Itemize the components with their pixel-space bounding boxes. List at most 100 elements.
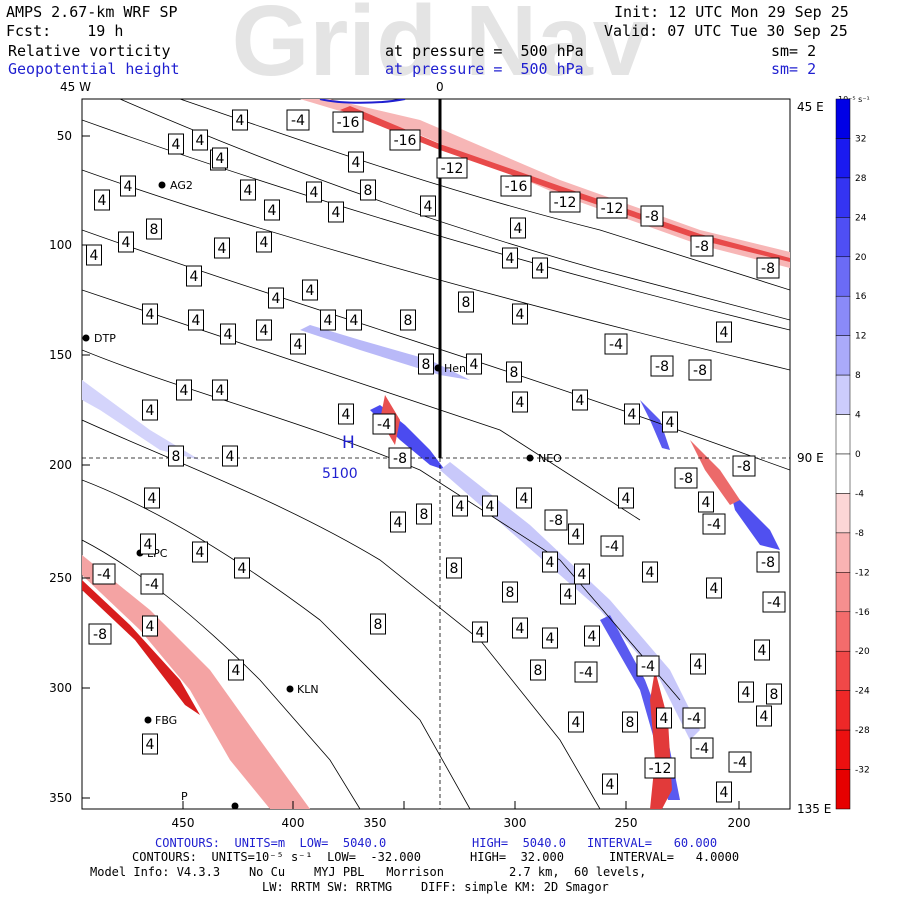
svg-text:4: 4 <box>606 777 615 793</box>
contour-value-label: 8 <box>146 218 162 240</box>
contour-value-label: 4 <box>306 181 322 203</box>
watermark: Grid Nav <box>232 0 649 97</box>
colorbar-label: -32 <box>855 766 870 776</box>
negative-vorticity-core-south <box>82 580 200 715</box>
right-axis-label-90e: 90 E <box>797 451 824 465</box>
contour-value-label: -4 <box>762 591 786 613</box>
svg-text:4: 4 <box>232 663 241 679</box>
contour-value-label: 4 <box>390 511 406 533</box>
svg-text:4: 4 <box>192 313 201 329</box>
contour-value-label: 4 <box>482 495 498 517</box>
bottom-axis-label-4: 300 <box>504 816 527 830</box>
left-axis: 50 100 150 200 250 300 350 <box>49 129 90 805</box>
contour-value-label: 4 <box>140 533 156 555</box>
station-dot-ag2[interactable] <box>158 181 166 189</box>
svg-text:4: 4 <box>660 711 669 727</box>
contour-value-label: 4 <box>302 279 318 301</box>
svg-text:4: 4 <box>394 515 403 531</box>
contour-value-label: -8 <box>88 623 112 645</box>
svg-text:-4: -4 <box>641 659 655 675</box>
contour-value-label: 4 <box>240 179 256 201</box>
contour-value-label: 4 <box>716 321 732 343</box>
contour-value-label: 4 <box>568 523 584 545</box>
svg-text:4: 4 <box>352 155 361 171</box>
contour-value-label: 4 <box>698 491 714 513</box>
contour-value-label: 4 <box>716 781 732 803</box>
colorbar-swatch <box>835 414 851 455</box>
svg-text:4: 4 <box>720 325 729 341</box>
svg-text:8: 8 <box>422 357 431 373</box>
left-axis-label-2: 100 <box>49 238 72 252</box>
svg-text:4: 4 <box>564 587 573 603</box>
contour-value-label: 4 <box>328 201 344 223</box>
svg-text:-8: -8 <box>737 459 751 475</box>
colorbar-swatch <box>835 256 851 297</box>
contour-value-label: 8 <box>766 683 782 705</box>
contour-value-label: 8 <box>416 503 432 525</box>
svg-text:4: 4 <box>236 113 245 129</box>
svg-text:-16: -16 <box>337 115 360 131</box>
svg-text:4: 4 <box>216 151 225 167</box>
contour-value-label: -12 <box>436 157 468 179</box>
contour-value-label: 4 <box>502 247 518 269</box>
left-axis-label-4: 200 <box>49 458 72 472</box>
station-dot-henry[interactable] <box>434 364 442 372</box>
station-dot-kln[interactable] <box>286 685 294 693</box>
contour-value-label: 4 <box>346 309 362 331</box>
svg-text:4: 4 <box>310 185 319 201</box>
svg-text:8: 8 <box>450 561 459 577</box>
contour-value-label: 4 <box>618 487 634 509</box>
svg-text:4: 4 <box>244 183 253 199</box>
contour-value-label: 4 <box>120 175 136 197</box>
high-pressure-marker: H <box>342 433 355 453</box>
contour-value-label: 4 <box>662 411 678 433</box>
contour-value-label: 4 <box>338 403 354 425</box>
station-dot-p[interactable] <box>231 802 239 810</box>
contour-value-label: 4 <box>214 237 230 259</box>
svg-text:4: 4 <box>146 403 155 419</box>
contour-value-label: -8 <box>650 355 674 377</box>
footer-height-high: HIGH= 5040.0 <box>472 836 566 850</box>
colorbar-label: -20 <box>855 647 870 657</box>
svg-text:4: 4 <box>476 625 485 641</box>
station-label-fbg: FBG <box>155 714 177 727</box>
colorbar-swatch <box>835 611 851 652</box>
contour-value-label: 4 <box>542 627 558 649</box>
colorbar-swatch <box>835 572 851 613</box>
svg-text:4: 4 <box>622 491 631 507</box>
station-label-neo: NEO <box>538 452 562 465</box>
svg-text:4: 4 <box>124 179 133 195</box>
init-time: Init: 12 UTC Mon 29 Sep 25 <box>614 3 849 21</box>
contour-value-label: 4 <box>568 711 584 733</box>
svg-text:4: 4 <box>196 133 205 149</box>
svg-text:4: 4 <box>226 449 235 465</box>
station-dot-dtp[interactable] <box>82 334 90 342</box>
contour-value-label: 4 <box>168 133 184 155</box>
colorbar-swatch <box>835 177 851 218</box>
top-axis-label-45w: 45 W <box>60 80 91 94</box>
colorbar-label: -28 <box>855 726 870 736</box>
svg-text:4: 4 <box>98 193 107 209</box>
station-dot-neo[interactable] <box>526 454 534 462</box>
svg-text:-8: -8 <box>693 363 707 379</box>
bottom-axis-label-2: 400 <box>282 816 305 830</box>
station-dot-fbg[interactable] <box>144 716 152 724</box>
right-axis-label-135e: 135 E <box>797 802 831 816</box>
contour-value-label: 8 <box>168 445 184 467</box>
contour-value-label: 4 <box>320 309 336 331</box>
svg-text:4: 4 <box>470 357 479 373</box>
svg-text:-16: -16 <box>394 133 417 149</box>
svg-text:4: 4 <box>146 737 155 753</box>
contour-value-label: 4 <box>690 653 706 675</box>
station-label-p: P <box>181 790 188 803</box>
footer-model-info: Model Info: V4.3.3 No Cu MYJ PBL Morriso… <box>90 865 647 879</box>
svg-text:4: 4 <box>628 407 637 423</box>
svg-text:8: 8 <box>770 687 779 703</box>
svg-text:-8: -8 <box>679 471 693 487</box>
contour-value-label: 4 <box>466 353 482 375</box>
left-axis-label-7: 350 <box>49 791 72 805</box>
contour-value-label: 4 <box>234 557 250 579</box>
colorbar-swatch <box>835 217 851 258</box>
positive-vorticity-streak <box>440 462 700 740</box>
svg-text:-4: -4 <box>687 711 701 727</box>
